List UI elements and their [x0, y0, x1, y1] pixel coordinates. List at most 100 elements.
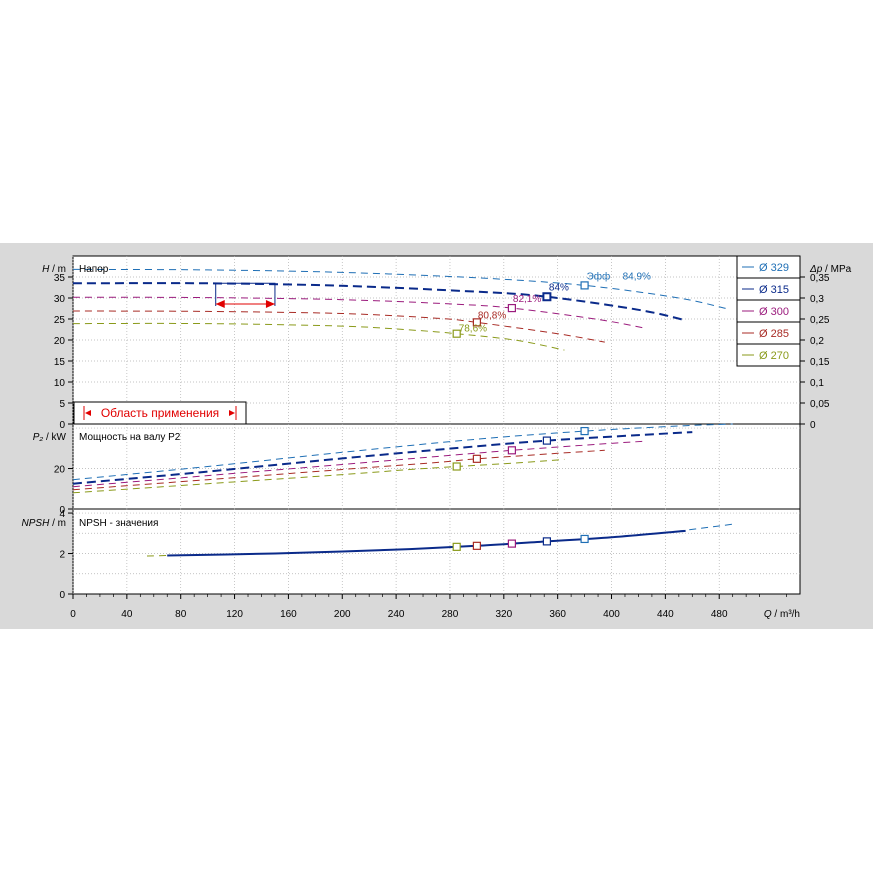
power-point-marker: [542, 436, 551, 445]
efficiency-point-marker: [580, 281, 589, 290]
x-tick-label: 320: [495, 609, 512, 620]
head-y-tick-label: 30: [54, 294, 66, 305]
head-y-axis-label: H / m: [42, 264, 66, 275]
label-layer: 0 40 80 120 160 200 240 280 320 360 400 440 480 Q / m…: [22, 255, 852, 620]
efficiency-label: 82,1%: [513, 294, 541, 305]
application-range-legend-left-arrow: [85, 410, 91, 416]
legend-entry-label: Ø 329: [759, 262, 789, 274]
efficiency-point-marker: [542, 292, 552, 302]
power-curve-300: [72, 440, 646, 488]
npsh-y-tick-label: 4: [59, 509, 65, 520]
power-point-marker: [472, 454, 481, 463]
pressure-y-axis-label-unit: / MPa: [822, 264, 851, 275]
npsh-point-marker: [452, 542, 461, 551]
npsh-point-marker: [542, 537, 551, 546]
application-range-arrow-right: [265, 299, 275, 308]
head-curve-300: [72, 296, 646, 329]
npsh-point-marker: [472, 541, 481, 550]
power-y-axis-label-unit: / kW: [43, 432, 66, 443]
pressure-y-tick-label: 0,15: [810, 357, 830, 368]
legend-entry-label: Ø 300: [759, 306, 789, 318]
npsh-y-axis-label-unit: / m: [49, 518, 66, 529]
npsh-y-axis-label-var: NPSH: [22, 518, 51, 529]
power-point-marker: [452, 462, 461, 471]
power-point-marker: [580, 426, 589, 436]
head-y-tick-label: 10: [54, 378, 66, 389]
npsh-curve-329: [665, 523, 733, 534]
pressure-y-tick-label: 0,2: [810, 336, 824, 347]
axis-layer: [68, 276, 805, 599]
power-curve-270: [72, 458, 565, 494]
application-range-legend-right-arrow: [229, 410, 235, 416]
x-tick-label: 480: [711, 609, 728, 620]
head-y-tick-label: 25: [54, 315, 66, 326]
legend-entry-label: Ø 315: [759, 284, 789, 296]
x-tick-label: 280: [442, 609, 459, 620]
power-curve-329: [72, 423, 733, 481]
head-y-tick-label: 0: [59, 420, 65, 431]
x-axis-label-unit: / m³/h: [772, 609, 800, 620]
pressure-y-tick-label: 0,05: [810, 399, 830, 410]
x-tick-label: 80: [175, 609, 187, 620]
head-y-axis-label-var: H: [42, 264, 50, 275]
npsh-y-tick-label: 2: [59, 550, 65, 561]
efficiency-prefix-label: Эфф: [587, 270, 611, 282]
npsh-panel-title: NPSH - значения: [79, 518, 158, 529]
npsh-y-axis-label: NPSH / m: [22, 518, 66, 529]
x-tick-label: 200: [334, 609, 351, 620]
head-y-tick-label: 15: [54, 357, 66, 368]
head-panel-title: Напор: [79, 264, 109, 275]
npsh-point-marker: [580, 534, 589, 544]
npsh-curve-270: [146, 555, 168, 557]
plot-area-2: [72, 423, 801, 510]
pressure-y-tick-label: 0,3: [810, 294, 824, 305]
head-curve-285: [72, 310, 605, 343]
x-tick-label: 160: [280, 609, 297, 620]
x-tick-label: 120: [226, 609, 243, 620]
application-range-arrow-left: [215, 299, 225, 308]
power-curve-315: [72, 431, 693, 485]
x-tick-label: 400: [603, 609, 620, 620]
power-y-axis-label-var: P₂: [33, 432, 44, 443]
pressure-y-axis-label-var: Δp: [809, 264, 823, 275]
plot-area-3: [72, 508, 801, 595]
head-curve-315: [72, 282, 686, 322]
pressure-y-tick-label: 0,35: [810, 273, 830, 284]
x-tick-label: 240: [388, 609, 405, 620]
power-y-tick-label: 20: [54, 465, 66, 476]
head-y-tick-label: 5: [59, 399, 65, 410]
application-range-bracket: [215, 282, 276, 306]
x-tick-label: 440: [657, 609, 674, 620]
application-range-legend-box: [73, 401, 247, 425]
efficiency-label: 78,6%: [459, 324, 487, 335]
power-curve-285: [72, 449, 605, 491]
power-point-marker: [507, 446, 516, 455]
legend-entry-label: Ø 270: [759, 350, 789, 362]
series-layer: [72, 268, 733, 557]
efficiency-label: 80,8%: [478, 310, 506, 321]
efficiency-point-marker: [452, 329, 461, 338]
efficiency-label: 84,9%: [623, 271, 651, 282]
x-tick-label: 40: [121, 609, 133, 620]
head-y-axis-label-unit: / m: [49, 264, 66, 275]
npsh-curve-315: [167, 529, 686, 557]
pressure-y-tick-label: 0,1: [810, 378, 824, 389]
pressure-y-tick-label: 0: [810, 420, 816, 431]
power-y-tick-label: 0: [59, 505, 65, 516]
npsh-point-marker: [507, 539, 516, 548]
x-tick-label: 0: [70, 609, 76, 620]
head-y-tick-label: 35: [54, 273, 66, 284]
grid-layer: [72, 255, 801, 595]
x-tick-label: 360: [549, 609, 566, 620]
power-panel-title: Мощность на валу P2: [79, 432, 181, 443]
pressure-y-tick-label: 0,25: [810, 315, 830, 326]
pressure-y-axis-label: Δp / MPa: [809, 264, 852, 275]
application-range-legend-label: Область применения: [101, 406, 219, 420]
npsh-y-tick-label: 0: [59, 590, 65, 601]
x-axis-label: Q / m³/h: [764, 609, 800, 620]
head-y-tick-label: 20: [54, 336, 66, 347]
legend-entry-label: Ø 285: [759, 328, 789, 340]
x-axis-label-var: Q: [764, 609, 772, 620]
head-curve-329: [72, 268, 727, 309]
